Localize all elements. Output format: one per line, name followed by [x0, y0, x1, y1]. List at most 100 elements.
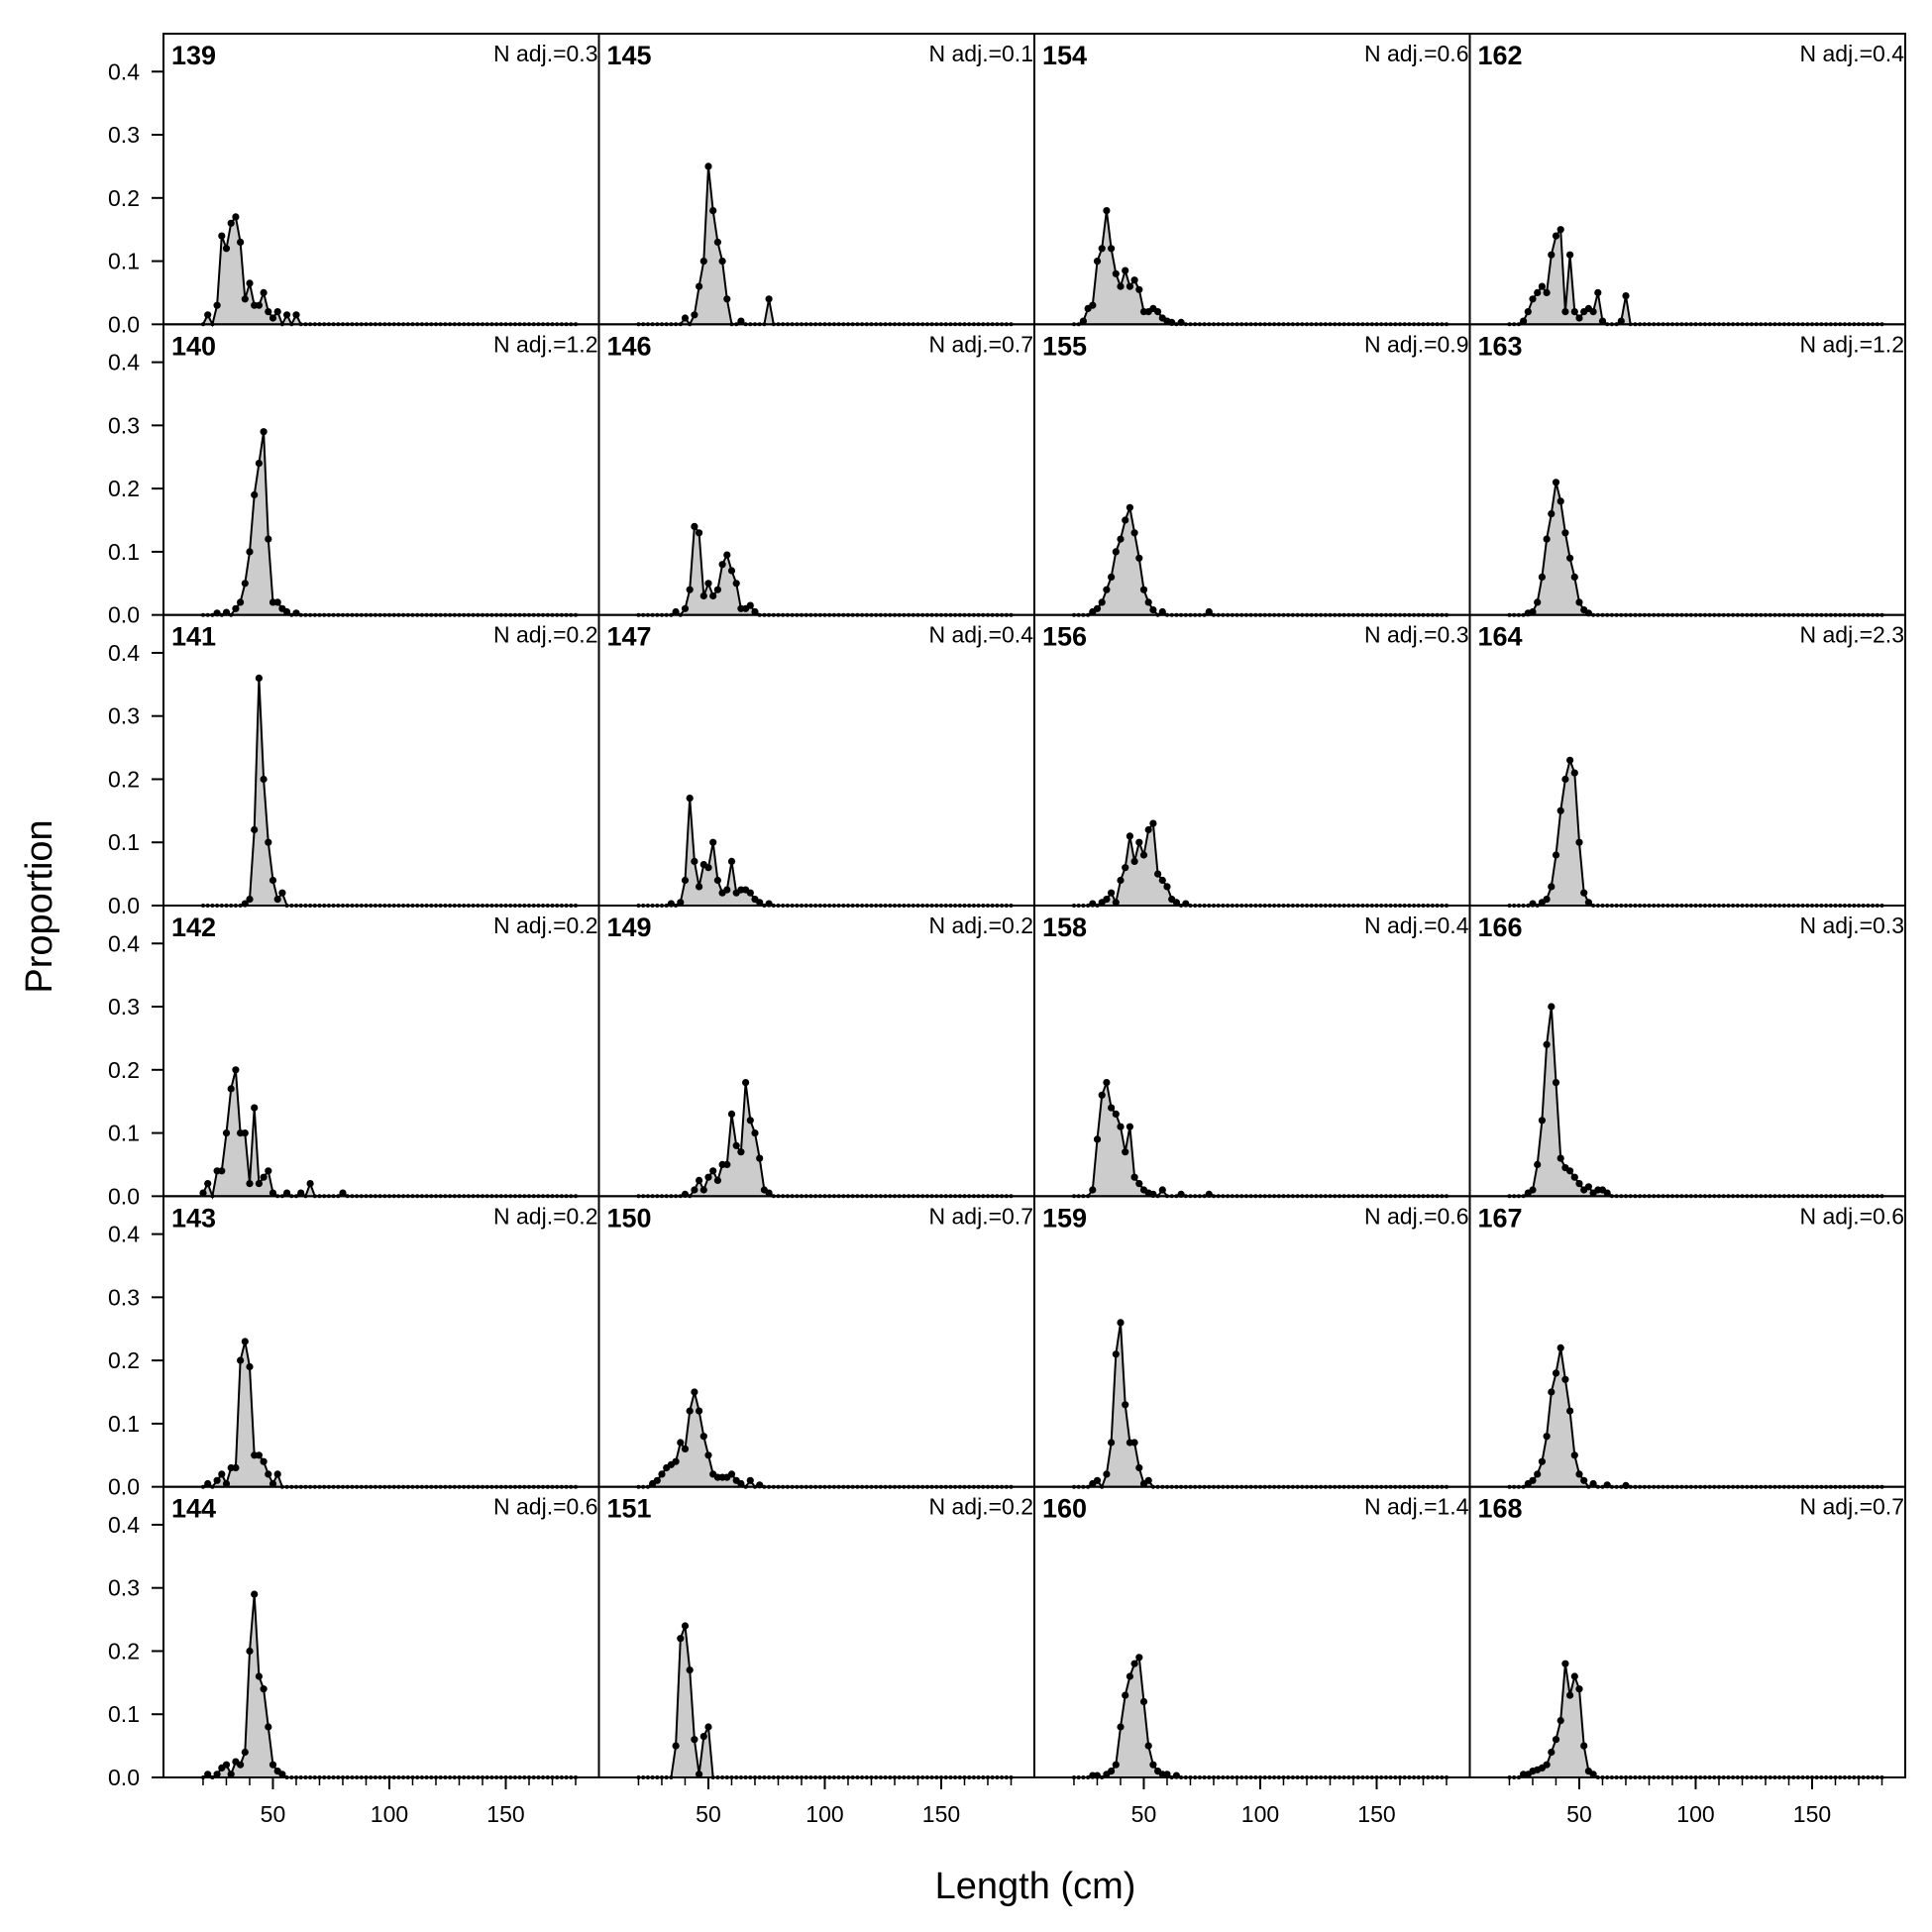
data-point-155 [1103, 586, 1111, 593]
data-point-156 [1154, 870, 1162, 878]
data-point-146 [751, 607, 759, 616]
data-point-142 [222, 1129, 231, 1137]
x-tick-label: 100 [1676, 1801, 1714, 1827]
data-point-144 [222, 1761, 231, 1769]
data-point-162 [1575, 314, 1583, 322]
data-point-150 [686, 1407, 694, 1415]
data-point-164 [1543, 896, 1551, 904]
panel-id-label: 164 [1478, 622, 1523, 652]
data-point-155 [1126, 503, 1133, 511]
series-area-146 [638, 526, 1012, 615]
panel-160: 160 N adj.=1.4 [1033, 1485, 1471, 1779]
data-point-159 [1117, 1319, 1125, 1327]
data-point-158 [1103, 1079, 1111, 1087]
series-line-149 [638, 1082, 1012, 1198]
data-point-144 [260, 1685, 268, 1693]
data-point-166 [1575, 1180, 1583, 1188]
data-point-168 [1589, 1771, 1597, 1778]
data-point-149 [765, 1189, 773, 1197]
data-point-155 [1117, 535, 1125, 543]
panel-frame-167 [1468, 1195, 1906, 1488]
data-point-160 [1112, 1761, 1120, 1769]
data-point-168 [1552, 1736, 1560, 1744]
data-point-139 [260, 288, 268, 296]
data-point-155 [1139, 586, 1148, 593]
y-tick-label: 0.2 [108, 766, 140, 792]
data-point-162 [1598, 317, 1607, 325]
data-point-162 [1529, 295, 1537, 303]
data-point-141 [273, 896, 281, 904]
data-point-142 [283, 1189, 291, 1197]
panel-146: 146 N adj.=0.7 [597, 323, 1035, 617]
n-adj-label: N adj.=0.2 [493, 912, 598, 938]
data-point-146 [681, 604, 690, 612]
data-point-162 [1548, 251, 1556, 259]
data-point-159 [1130, 1439, 1138, 1447]
n-adj-label: N adj.=1.2 [493, 331, 598, 357]
data-point-162 [1534, 288, 1542, 296]
data-point-163 [1552, 479, 1560, 486]
panel-151: 151 N adj.=0.2 [597, 1485, 1035, 1779]
series-area-162 [1509, 229, 1882, 325]
data-point-142 [199, 1189, 207, 1197]
data-point-167 [1575, 1470, 1583, 1478]
data-point-162 [1617, 317, 1625, 325]
panel-167: 167 N adj.=0.6 [1468, 1195, 1906, 1489]
data-point-156 [1112, 899, 1120, 907]
data-point-144 [241, 1748, 249, 1757]
data-point-149 [746, 1117, 754, 1125]
data-point-162 [1622, 292, 1630, 300]
data-point-168 [1556, 1717, 1564, 1725]
n-adj-label: N adj.=0.3 [493, 41, 598, 66]
data-point-142 [255, 1180, 263, 1188]
data-point-168 [1575, 1685, 1583, 1693]
n-adj-label: N adj.=0.2 [929, 912, 1034, 938]
n-adj-label: N adj.=0.6 [493, 1494, 598, 1520]
data-point-164 [1552, 851, 1560, 859]
data-point-162 [1520, 317, 1528, 325]
n-adj-label: N adj.=1.2 [1800, 331, 1905, 357]
data-point-159 [1122, 1401, 1129, 1409]
data-point-146 [691, 522, 698, 531]
y-tick-label: 0.2 [108, 1057, 140, 1083]
y-tick-label: 0.3 [108, 1284, 140, 1310]
n-adj-label: N adj.=0.3 [1800, 912, 1905, 938]
data-point-150 [727, 1470, 736, 1478]
series-area-141 [203, 678, 576, 906]
data-point-155 [1108, 573, 1116, 582]
data-point-150 [658, 1470, 666, 1478]
series-area-156 [1074, 823, 1447, 906]
data-point-150 [691, 1388, 698, 1396]
data-point-167 [1556, 1343, 1564, 1351]
data-point-143 [268, 1479, 277, 1488]
data-point-150 [696, 1407, 703, 1415]
y-tick-label: 0.3 [108, 122, 140, 148]
data-point-142 [339, 1189, 347, 1197]
n-adj-label: N adj.=0.3 [1364, 622, 1469, 648]
y-tick-label: 0.4 [108, 1512, 140, 1538]
data-point-159 [1093, 1476, 1102, 1484]
data-point-141 [278, 889, 286, 897]
data-point-154 [1154, 308, 1162, 316]
data-point-167 [1534, 1470, 1542, 1478]
y-tick-label: 0.3 [108, 994, 140, 1020]
data-point-139 [268, 314, 277, 322]
data-point-158 [1089, 1186, 1097, 1194]
data-point-150 [704, 1451, 712, 1459]
data-point-147 [691, 857, 698, 866]
data-point-155 [1130, 529, 1138, 537]
data-point-142 [251, 1104, 259, 1112]
panel-frame-163 [1468, 323, 1906, 616]
data-point-143 [232, 1463, 240, 1472]
y-tick-label: 0.0 [108, 1183, 140, 1209]
panel-frame-155 [1033, 323, 1471, 616]
data-point-146 [696, 529, 703, 537]
data-point-156 [1158, 876, 1166, 885]
data-point-140 [265, 535, 272, 543]
data-point-149 [713, 1176, 722, 1184]
data-point-156 [1139, 851, 1148, 859]
data-point-167 [1566, 1407, 1574, 1415]
data-point-156 [1122, 864, 1129, 872]
n-adj-label: N adj.=0.6 [1364, 41, 1469, 66]
data-point-150 [653, 1476, 661, 1484]
